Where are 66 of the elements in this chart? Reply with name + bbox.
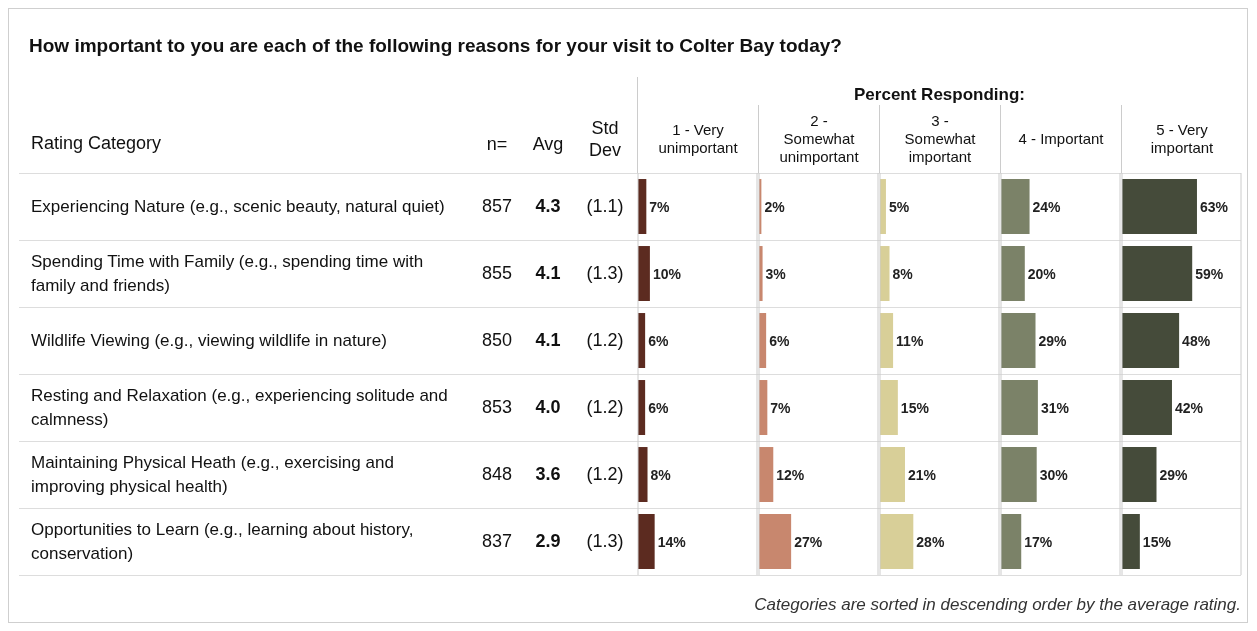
data-label: 59% xyxy=(1195,265,1224,282)
category-label: Wildlife Viewing (e.g., viewing wildlife in nature) xyxy=(31,329,388,352)
data-label: 15% xyxy=(1142,533,1172,550)
data-label: 31% xyxy=(1040,399,1070,416)
data-label: 3.6 xyxy=(534,463,562,486)
chart-title: 3 - Somewhat important xyxy=(879,105,1000,173)
text: Std Dev xyxy=(588,117,622,161)
data-label: 29% xyxy=(1038,332,1068,349)
data-label: (1.1) xyxy=(585,195,625,218)
data-label: 7% xyxy=(649,198,671,215)
data-label: 8% xyxy=(650,466,672,483)
data-label: 4.0 xyxy=(534,396,562,419)
data-label: 11% xyxy=(896,332,924,349)
data-label: 12% xyxy=(776,466,805,483)
data-label: 30% xyxy=(1039,466,1069,483)
data-label: 4.1 xyxy=(534,329,562,352)
data-label: (1.2) xyxy=(585,396,625,419)
chart-title: 2 - Somewhat unimportant xyxy=(758,105,879,173)
data-label: 17% xyxy=(1024,533,1053,550)
data-label: 29% xyxy=(1159,466,1189,483)
data-label: 855 xyxy=(480,262,513,285)
data-label: 6% xyxy=(648,399,669,416)
data-label: 7% xyxy=(770,399,792,416)
data-label: (1.2) xyxy=(585,463,625,486)
data-label: 837 xyxy=(480,530,513,553)
data-label: 2% xyxy=(764,198,786,215)
chart-title: 4 - Important xyxy=(1000,105,1121,173)
data-label: (1.3) xyxy=(585,530,625,553)
data-label: 20% xyxy=(1027,265,1057,282)
data-label: 14% xyxy=(657,533,687,550)
category-label: Maintaining Physical Heath (e.g., exercising and improving physical health) xyxy=(31,451,395,498)
text: Categories are sorted in descending order by the average rating. xyxy=(754,595,1241,615)
data-label: 28% xyxy=(916,533,945,550)
data-label: 857 xyxy=(480,195,513,218)
chart-title: 5 - Very important xyxy=(1121,105,1242,173)
data-label: 48% xyxy=(1182,332,1211,349)
data-label: 848 xyxy=(480,463,513,486)
data-label: (1.2) xyxy=(585,329,625,352)
category-label: Spending Time with Family (e.g., spending time with family and friends) xyxy=(31,250,425,297)
category-label: Experiencing Nature (e.g., scenic beauty, natural quiet) xyxy=(31,195,446,218)
data-label: 6% xyxy=(769,332,790,349)
data-label: 10% xyxy=(652,265,682,282)
text: How important to you are each of the following reasons for your visit to Colter Bay today? xyxy=(29,35,842,57)
text: n= xyxy=(485,133,509,155)
data-label: 15% xyxy=(900,399,930,416)
data-label: 42% xyxy=(1174,399,1204,416)
category-label: Opportunities to Learn (e.g., learning about history, conservation) xyxy=(31,518,415,565)
data-label: 21% xyxy=(907,466,937,483)
data-label: 2.9 xyxy=(534,530,562,553)
category-label: Resting and Relaxation (e.g., experiencing solitude and calmness) xyxy=(31,384,449,431)
data-label: 8% xyxy=(892,265,914,282)
data-label: 6% xyxy=(648,332,669,349)
data-label: 24% xyxy=(1032,198,1062,215)
data-label: 853 xyxy=(480,396,513,419)
data-label: 3% xyxy=(765,265,787,282)
chart-title: 1 - Very unimportant xyxy=(637,105,758,173)
data-label: 5% xyxy=(888,198,910,215)
data-label: 27% xyxy=(794,533,823,550)
data-label: 850 xyxy=(480,329,513,352)
data-label: 4.1 xyxy=(534,262,562,285)
text: Percent Responding: xyxy=(853,85,1026,105)
text: Rating Category xyxy=(31,133,162,154)
data-label: 4.3 xyxy=(534,195,562,218)
text: Avg xyxy=(531,133,565,155)
data-label: (1.3) xyxy=(585,262,625,285)
data-label: 63% xyxy=(1199,198,1229,215)
